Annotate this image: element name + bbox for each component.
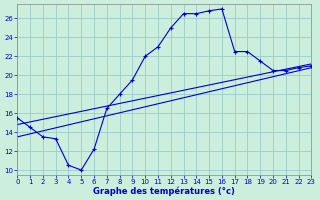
X-axis label: Graphe des températures (°c): Graphe des températures (°c) [93,186,235,196]
